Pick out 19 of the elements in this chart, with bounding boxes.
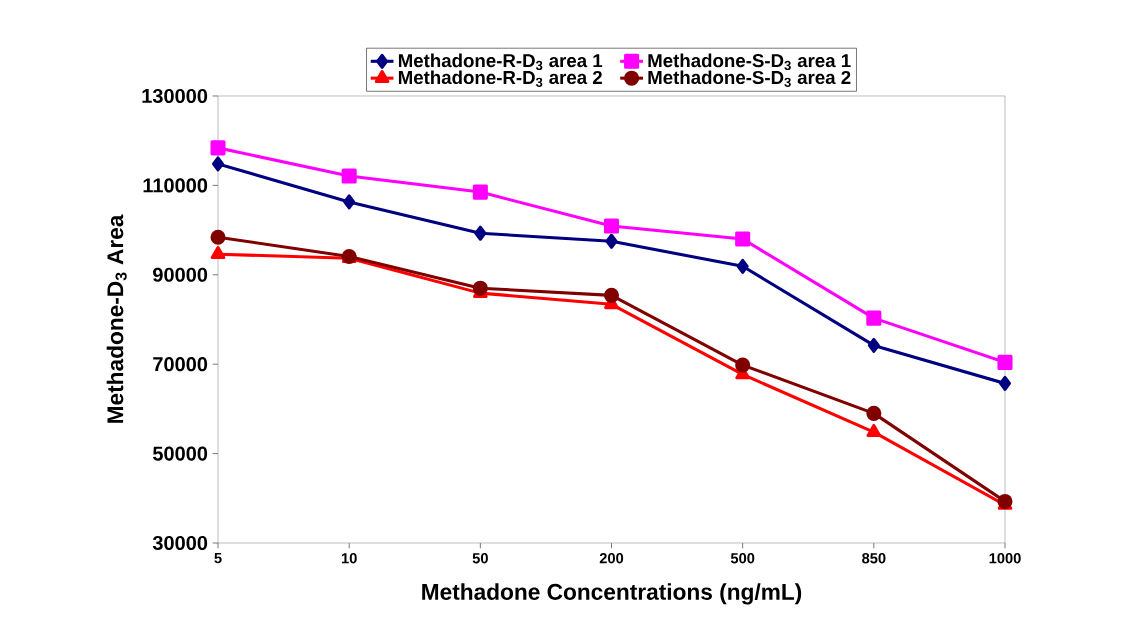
legend-label: Methadone-R-D$_{3}$ area 1 (398, 53, 603, 71)
x-tick-label: 50 (472, 553, 488, 564)
legend-label: Methadone-S-D$_{3}$ area 2 (648, 70, 851, 87)
y-tick-label: 50000 (152, 446, 208, 461)
x-axis-title: Methadone Concentrations (ng/mL) (422, 583, 802, 605)
legend-label: Methadone-R-D$_{3}$ area 2 (398, 70, 602, 87)
y-tick-label: 70000 (153, 357, 208, 372)
legend-label: Methadone-S-D$_{3}$ area 1 (648, 53, 851, 71)
x-tick-label: 10 (341, 553, 357, 564)
x-tick-label: 500 (730, 553, 755, 564)
y-tick-label: 130000 (142, 88, 208, 104)
x-tick-label: 1000 (989, 553, 1021, 564)
x-tick-label: 850 (862, 553, 886, 564)
y-axis-title: Methadone-D$_{3}$ Area (106, 214, 127, 423)
x-tick-label: 5 (214, 553, 222, 564)
y-tick-label: 110000 (143, 178, 208, 193)
y-tick-label: 30000 (152, 535, 208, 551)
y-tick-label: 90000 (153, 267, 208, 282)
x-tick-label: 200 (599, 553, 624, 564)
